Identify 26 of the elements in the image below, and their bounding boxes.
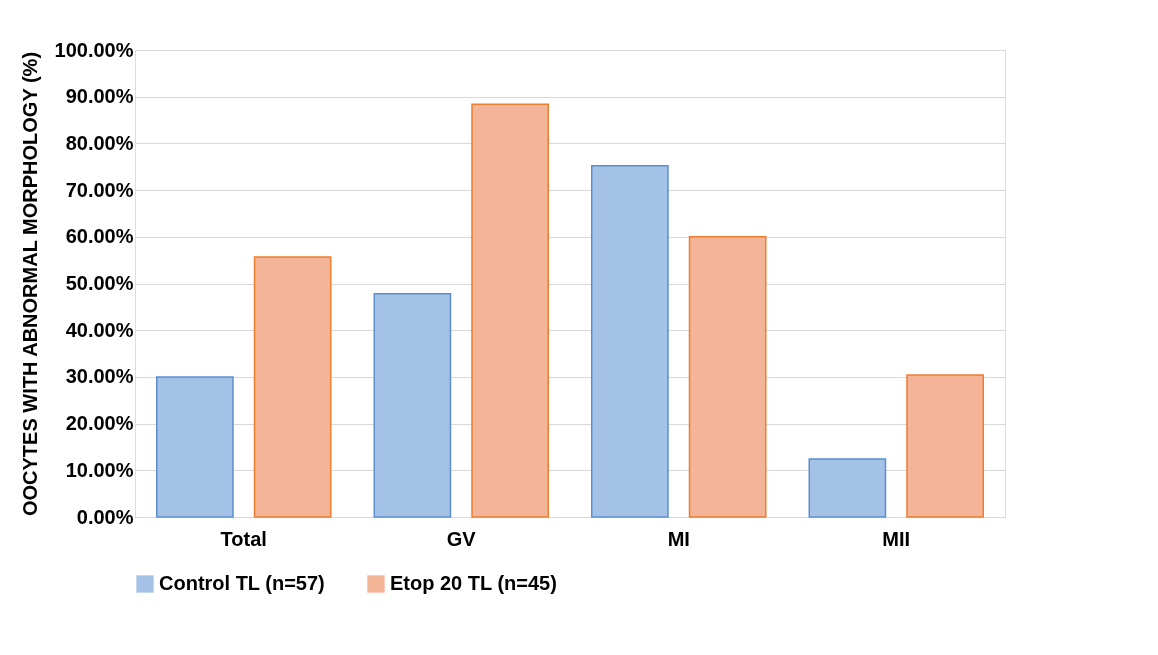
legend-label: Etop 20 TL (n=45)	[390, 572, 557, 594]
y-tick-label: 0.00%	[76, 505, 134, 528]
bar	[808, 458, 887, 518]
x-tick-label: MII	[882, 527, 911, 550]
bar	[156, 376, 234, 518]
x-tick-label: MI	[667, 527, 690, 550]
bar	[906, 374, 984, 518]
x-tick-label: GV	[446, 527, 477, 550]
y-tick-label: 30.00%	[65, 365, 134, 388]
bar	[688, 236, 767, 518]
y-tick-label: 10.00%	[65, 458, 134, 481]
y-tick-label: 60.00%	[65, 225, 134, 248]
bar	[253, 256, 332, 518]
y-tick-label: 70.00%	[65, 178, 134, 201]
bar	[591, 165, 669, 518]
x-tick-label: Total	[220, 527, 267, 550]
bar	[373, 293, 452, 518]
y-tick-label: 20.00%	[65, 412, 134, 435]
y-tick-label: 50.00%	[65, 272, 134, 294]
legend-label: Control TL (n=57)	[159, 572, 325, 594]
y-tick-label: 100.00%	[54, 38, 134, 61]
bar	[471, 103, 549, 518]
y-tick-label: 80.00%	[65, 131, 134, 154]
y-tick-label: 40.00%	[65, 318, 134, 341]
y-axis-title: OOCYTES WITH ABNORMAL MORPHOLOGY (%)	[18, 51, 41, 517]
y-tick-label: 90.00%	[65, 85, 134, 108]
